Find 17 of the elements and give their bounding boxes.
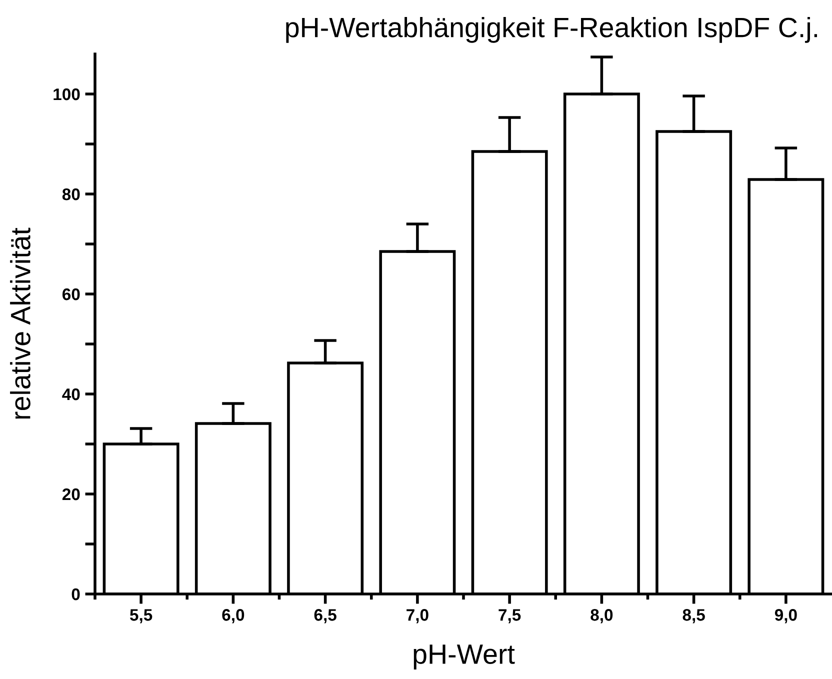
y-tick-label: 100 (54, 88, 80, 100)
y-tick-label: 80 (62, 188, 80, 200)
x-tick-label: 8,0 (590, 609, 613, 624)
x-tick-label: 7,5 (498, 609, 521, 624)
x-axis-title: pH-Wert (414, 644, 515, 670)
x-tick-label: 6,0 (222, 609, 244, 624)
x-tick-label: 5,5 (130, 609, 152, 624)
y-axis-title: relative Aktivität (10, 228, 30, 419)
x-tick-label: 6,5 (314, 609, 336, 624)
x-tick-label: 7,0 (406, 609, 428, 624)
chart-title: pH-Wertabhängigkeit F-Reaktion IspDF C.j. (286, 16, 818, 43)
y-tick-label: 0 (72, 588, 80, 600)
y-tick-label: 20 (62, 488, 80, 500)
x-tick-label: 8,5 (682, 609, 705, 624)
y-tick-label: 60 (62, 288, 80, 300)
y-tick-label: 40 (62, 388, 80, 400)
x-tick-label: 9,0 (774, 609, 797, 624)
